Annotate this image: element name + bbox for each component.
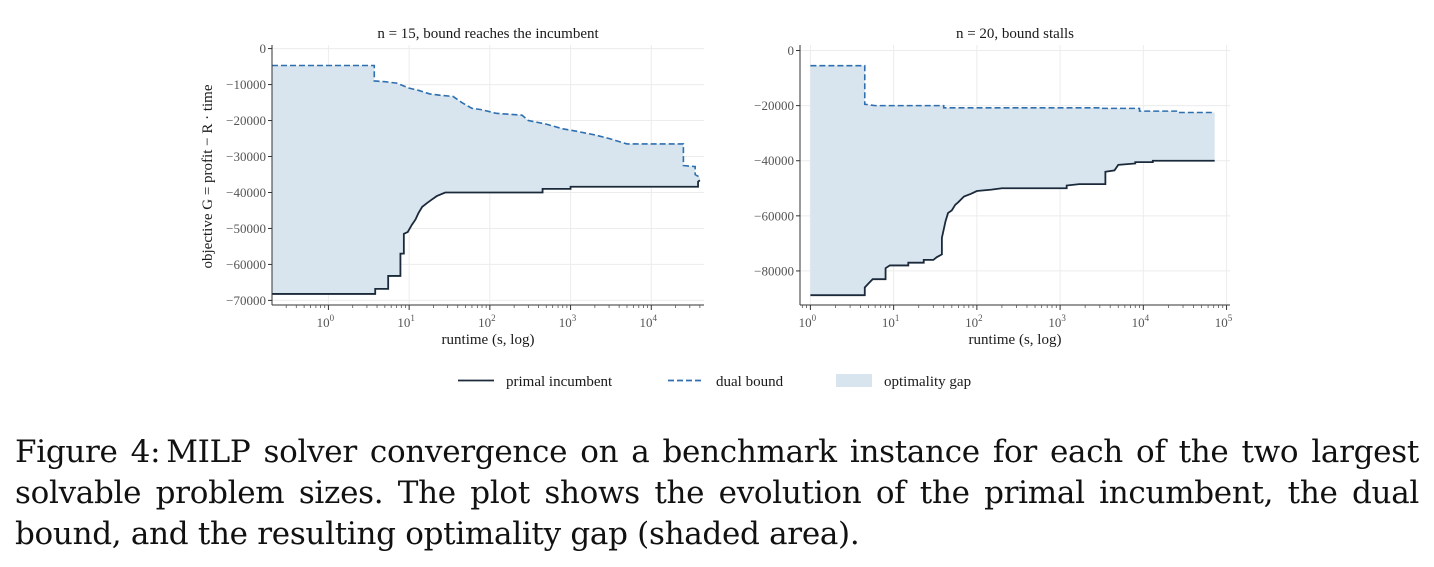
- y-tick-label: −50000: [226, 221, 266, 236]
- primal-incumbent-line: [810, 159, 1215, 297]
- panel-title: n = 15, bound reaches the incumbent: [377, 26, 599, 42]
- x-tick-exponent: 0: [330, 313, 335, 323]
- x-axis-label: runtime (s, log): [442, 332, 535, 348]
- panel-title: n = 20, bound stalls: [956, 26, 1074, 42]
- y-tick-label: −80000: [754, 263, 794, 278]
- y-tick-label: −70000: [226, 293, 266, 308]
- x-axis-label: runtime (s, log): [969, 332, 1062, 348]
- x-tick-exponent: 2: [978, 313, 983, 323]
- x-tick-base: 10: [478, 315, 491, 330]
- y-tick-label: 0: [260, 41, 267, 56]
- x-tick-exponent: 5: [1228, 313, 1233, 323]
- y-tick-label: −20000: [754, 98, 794, 113]
- x-tick-base: 10: [965, 315, 978, 330]
- x-tick-label: 102: [478, 313, 496, 330]
- x-tick-base: 10: [1048, 315, 1061, 330]
- x-tick-base: 10: [1215, 315, 1228, 330]
- figure-svg: 0 −10000 −20000 −30000 −40000 −50000 −60000 −70…: [200, 26, 1233, 390]
- y-tick-label: −20000: [226, 113, 266, 128]
- caption-text: MILP solver convergence on a benchmark i…: [15, 434, 1419, 552]
- x-tick-label: 104: [1132, 313, 1150, 330]
- x-tick-base: 10: [397, 315, 410, 330]
- caption-label: Figure 4:: [15, 434, 161, 470]
- y-tick-label: 0: [788, 43, 795, 58]
- figure: 0 −10000 −20000 −30000 −40000 −50000 −60000 −70…: [200, 26, 1233, 390]
- x-tick-base: 10: [317, 315, 330, 330]
- x-tick-label: 103: [559, 313, 577, 330]
- figure-caption: Figure 4: MILP solver convergence on a be…: [15, 432, 1419, 555]
- dual-bound-line: [272, 64, 701, 179]
- x-tick-label: 101: [397, 313, 415, 330]
- legend-label: primal incumbent: [506, 374, 613, 390]
- legend: primal incumbent dual bound optimality gap: [458, 374, 971, 390]
- x-tick-label: 102: [965, 313, 983, 330]
- optimality-gap-area: [810, 65, 1215, 296]
- chart-panel-1: 0 −10000 −20000 −30000 −40000 −50000 −60000 −70…: [200, 26, 704, 348]
- x-tick-exponent: 4: [1145, 313, 1150, 323]
- x-tick-base: 10: [882, 315, 895, 330]
- x-tick-label: 100: [799, 313, 817, 330]
- x-tick-label: 103: [1048, 313, 1066, 330]
- x-tick-exponent: 1: [895, 313, 900, 323]
- optimality-gap-area: [272, 65, 700, 294]
- dual-bound-line: [810, 64, 1215, 114]
- x-tick-base: 10: [559, 315, 572, 330]
- x-tick-exponent: 3: [1061, 313, 1066, 323]
- x-tick-base: 10: [1132, 315, 1145, 330]
- x-tick-label: 104: [640, 313, 658, 330]
- legend-label: optimality gap: [884, 374, 971, 390]
- x-tick-exponent: 1: [410, 313, 415, 323]
- x-tick-exponent: 0: [812, 313, 817, 323]
- x-tick-exponent: 2: [491, 313, 496, 323]
- y-tick-label: −60000: [226, 257, 266, 272]
- y-tick-label: −60000: [754, 208, 794, 223]
- x-tick-exponent: 3: [572, 313, 577, 323]
- x-tick-label: 105: [1215, 313, 1233, 330]
- y-axis-label: objective G = profit − R · time: [200, 84, 216, 268]
- x-tick-label: 101: [882, 313, 900, 330]
- primal-incumbent-line: [272, 179, 701, 295]
- y-tick-label: −40000: [226, 185, 266, 200]
- y-tick-label: −10000: [226, 77, 266, 92]
- y-tick-label: −30000: [226, 149, 266, 164]
- x-tick-label: 100: [317, 313, 335, 330]
- x-tick-base: 10: [799, 315, 812, 330]
- x-tick-base: 10: [640, 315, 653, 330]
- legend-label: dual bound: [716, 374, 784, 390]
- legend-swatch-gap: [836, 374, 872, 387]
- y-tick-label: −40000: [754, 153, 794, 168]
- x-tick-exponent: 4: [653, 313, 658, 323]
